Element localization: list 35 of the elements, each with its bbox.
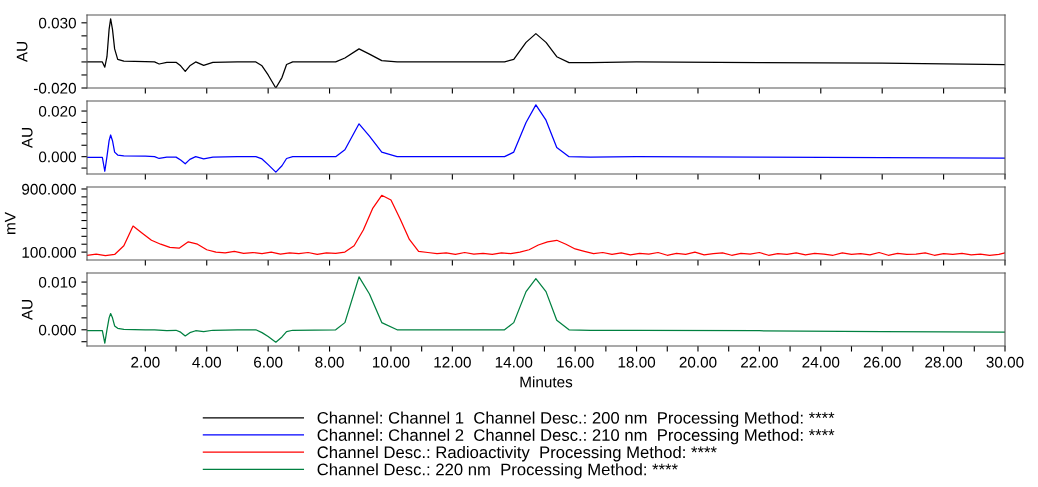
x-tick-label: 18.00 [618, 356, 656, 368]
x-tick-label: 24.00 [802, 356, 840, 368]
x-tick-label: 30.00 [986, 356, 1024, 368]
y-axis-title: AU [21, 128, 33, 149]
y-axis-title: AU [21, 300, 33, 321]
x-tick-label: 6.00 [254, 356, 283, 368]
x-tick-label: 20.00 [679, 356, 717, 368]
text: Channel: Channel 1 Channel Desc.: 200 nm Processing Method: **** [317, 411, 835, 428]
y-axis-title: mV [4, 212, 16, 234]
y-tick-label: 0.000 [38, 151, 76, 163]
x-tick-label: 22.00 [741, 356, 778, 368]
line-series [87, 194, 1005, 257]
x-tick-label: 2.00 [131, 356, 160, 368]
y-tick-label: 0.000 [38, 324, 76, 336]
y-tick-label: 0.030 [38, 17, 76, 29]
y-tick-label: 0.020 [38, 105, 76, 117]
x-tick-label: 8.00 [315, 356, 344, 368]
x-tick-label: 12.00 [434, 356, 471, 368]
x-tick-label: 14.00 [495, 356, 533, 368]
x-tick-label: 26.00 [863, 356, 901, 368]
x-tick-label: 10.00 [373, 356, 410, 368]
x-axis-title: Minutes [520, 376, 573, 388]
line-series [87, 104, 1005, 173]
y-tick-label: 900.000 [22, 183, 76, 195]
x-tick-label: 28.00 [925, 356, 963, 368]
y-axis-title: AU [16, 42, 28, 63]
y-tick-label: 100.000 [22, 246, 76, 258]
text: Channel Desc.: Radioactivity Processing Method: **** [317, 445, 717, 462]
text: Channel Desc.: 220 nm Processing Method: **** [317, 463, 678, 479]
x-tick-label: 4.00 [192, 356, 222, 368]
x-tick-label: 16.00 [557, 356, 594, 368]
line-series [87, 276, 1005, 344]
y-tick-label: 0.010 [38, 276, 76, 288]
y-tick-label: -0.020 [33, 82, 76, 94]
text: Channel: Channel 2 Channel Desc.: 210 nm Processing Method: **** [317, 428, 835, 445]
